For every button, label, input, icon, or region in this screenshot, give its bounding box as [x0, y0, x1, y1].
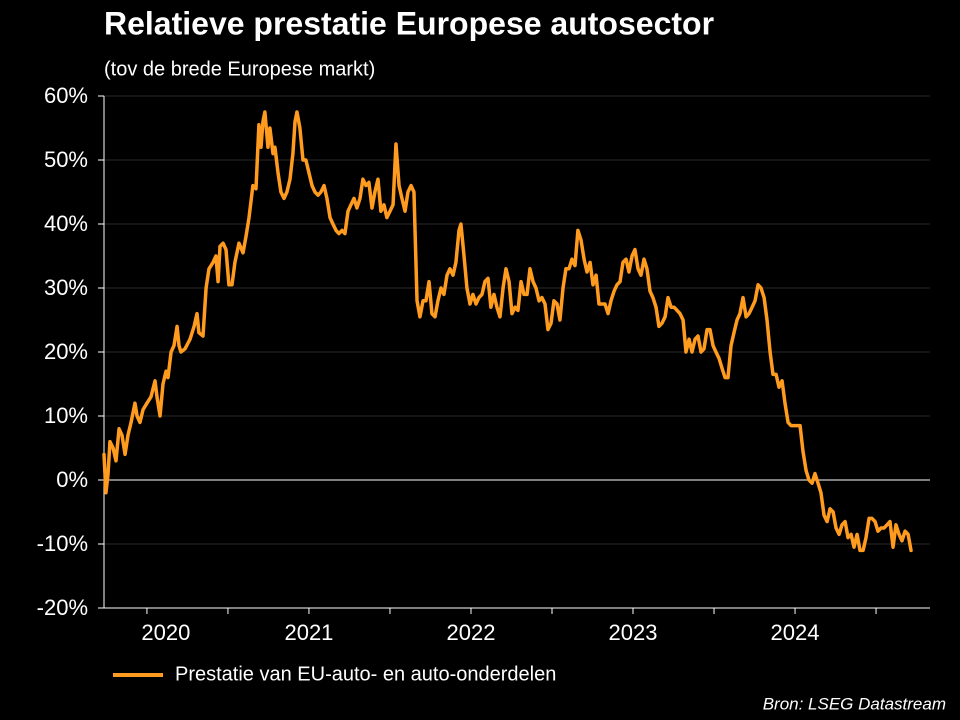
- y-tick-label: -20%: [37, 595, 88, 620]
- x-tick-label: 2023: [609, 620, 658, 645]
- x-tick-label: 2022: [447, 620, 496, 645]
- y-tick-label: 10%: [44, 403, 88, 428]
- x-tick-label: 2024: [771, 620, 820, 645]
- y-tick-label: -10%: [37, 531, 88, 556]
- y-tick-label: 30%: [44, 275, 88, 300]
- legend-label: Prestatie van EU-auto- en auto-onderdele…: [175, 663, 556, 685]
- y-tick-label: 0%: [56, 467, 88, 492]
- y-tick-label: 60%: [44, 83, 88, 108]
- y-tick-label: 20%: [44, 339, 88, 364]
- data-line: [102, 110, 913, 553]
- source-note: Bron: LSEG Datastream: [763, 694, 946, 713]
- x-tick-label: 2020: [141, 620, 190, 645]
- chart-title: Relatieve prestatie Europese autosector: [104, 5, 714, 41]
- x-tick-label: 2021: [284, 620, 333, 645]
- y-tick-label: 40%: [44, 211, 88, 236]
- y-tick-label: 50%: [44, 147, 88, 172]
- chart-subtitle: (tov de brede Europese markt): [104, 58, 375, 80]
